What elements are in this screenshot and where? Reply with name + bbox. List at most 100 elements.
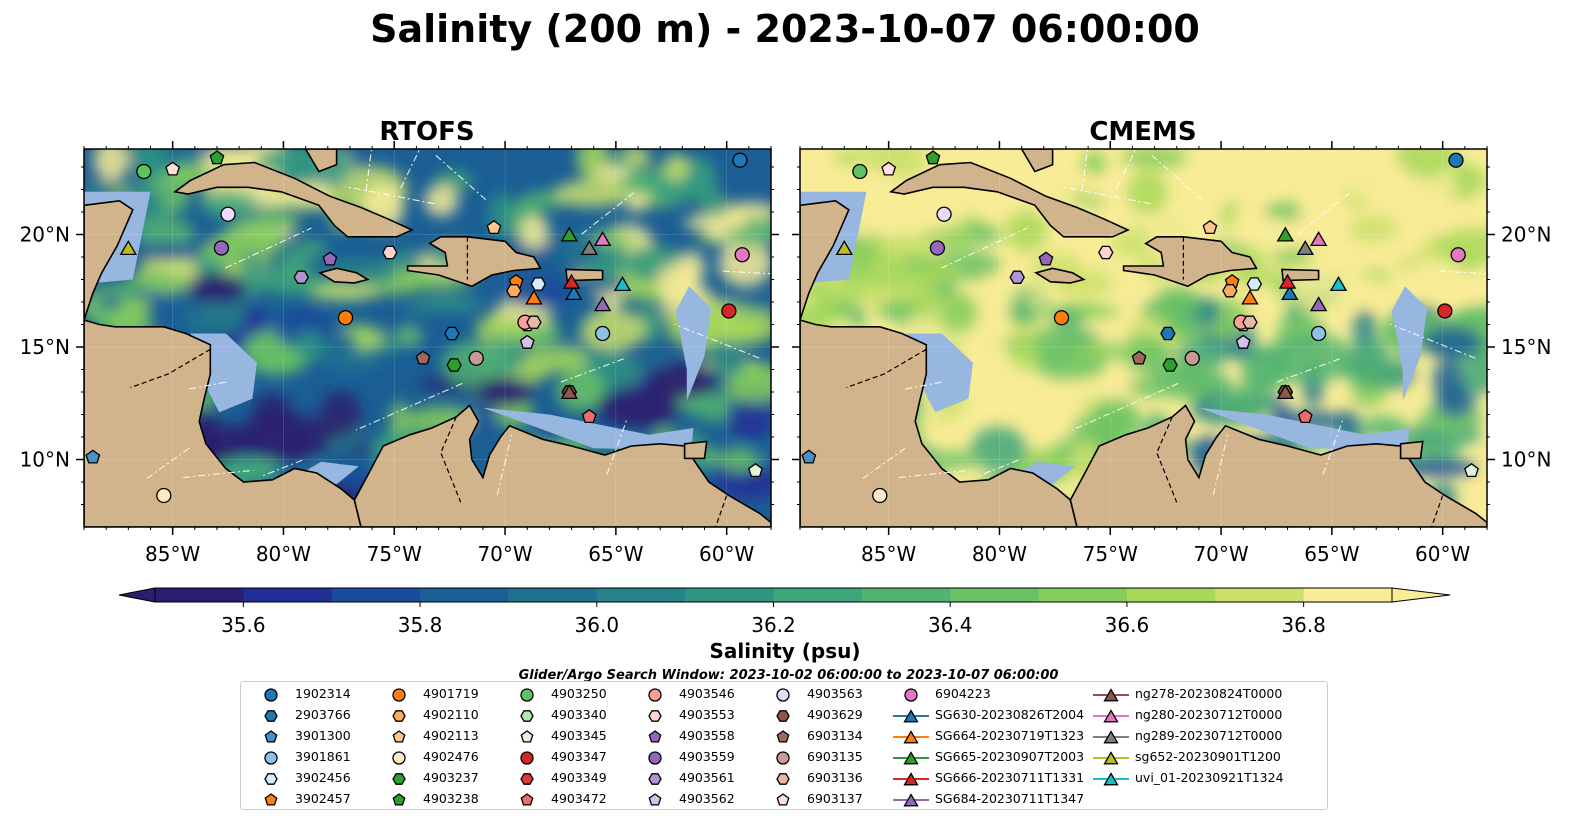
obs-6903134 <box>415 350 431 365</box>
legend-label: 3901300 <box>295 728 351 743</box>
figure-title: Salinity (200 m) - 2023-10-07 06:00:00 <box>370 7 1200 51</box>
map-frame <box>83 148 772 528</box>
land-jamaica <box>318 267 370 284</box>
colorbar-bin <box>420 588 510 602</box>
colorbar-tick-label: 35.6 <box>221 613 266 637</box>
hexagon-marker <box>648 773 662 785</box>
legend-label: uvi_01-20230921T1324 <box>1135 770 1284 785</box>
land-southAmerica <box>353 404 771 527</box>
colorbar-bin <box>861 588 951 602</box>
obs-SG664-20230719T1323 <box>1241 289 1259 305</box>
land-jamaica <box>1034 267 1086 284</box>
legend-label: 2903766 <box>295 707 351 722</box>
circle-marker <box>776 751 790 765</box>
hexagon-marker <box>264 773 278 785</box>
obs-3901861 <box>1310 325 1327 342</box>
colorbar-tick-label: 35.8 <box>398 613 443 637</box>
obs-1902314 <box>732 152 748 168</box>
obs-4902476 <box>156 487 172 504</box>
obs-4903250 <box>852 163 868 180</box>
colorbar-tick-label: 36.4 <box>928 613 973 637</box>
legend-label: 6904223 <box>935 686 991 701</box>
obs-4903563 <box>936 206 952 222</box>
land-cuba <box>172 161 414 238</box>
lat-tick-label: 20°N <box>20 223 70 247</box>
pentagon-marker <box>264 730 278 743</box>
pentagon-marker <box>392 730 406 743</box>
land-bahamas <box>304 149 338 173</box>
colorbar-extend-low <box>118 587 156 603</box>
obs-4903559 <box>929 240 946 256</box>
lon-tick-label: 80°W <box>972 542 1027 566</box>
colorbar-bin <box>243 588 333 602</box>
colorbar-tick-label: 36.2 <box>751 613 796 637</box>
obs-SG664-20230719T1323 <box>525 289 543 305</box>
legend-label: 4903559 <box>679 749 735 764</box>
obs-2903766 <box>444 326 460 341</box>
legend-label: 4901719 <box>423 686 479 701</box>
obs-4903558 <box>1038 251 1054 266</box>
lon-tick-label: 70°W <box>477 542 532 566</box>
obs-4903472 <box>581 408 597 424</box>
legend-label: 4903558 <box>679 728 735 743</box>
legend-label: 4903546 <box>679 686 735 701</box>
obs-4903562 <box>519 334 535 349</box>
obs-4903561 <box>1009 270 1025 284</box>
colorbar-bin <box>1038 588 1128 602</box>
lat-tick-label: 15°N <box>1501 335 1551 359</box>
obs-4903237 <box>446 358 462 372</box>
legend-label: 4903629 <box>807 707 863 722</box>
obs-SG666-20230711T1331 <box>562 273 581 289</box>
legend-label: 4902113 <box>423 728 479 743</box>
obs-4903553 <box>1098 245 1114 260</box>
obs-4903347 <box>1437 303 1453 319</box>
lon-tick-label: 80°W <box>256 542 311 566</box>
obs-ng289-20230712T0000 <box>1296 240 1315 256</box>
colorbar: 35.6 35.8 36.0 36.2 36.4 36.6 36.8 <box>118 587 1451 637</box>
circle-marker <box>904 688 918 702</box>
obs-4903238 <box>209 150 225 165</box>
legend-label: SG665-20230907T2003 <box>935 749 1085 764</box>
triangle-marker <box>903 751 919 765</box>
obs-4903347 <box>721 303 737 319</box>
land-puertoRico <box>565 268 604 282</box>
hexagon-marker <box>392 710 406 722</box>
obs-uvi_01-20230921T1324 <box>613 276 632 292</box>
lon-tick-label: 75°W <box>367 542 422 566</box>
land-trinidad <box>1399 440 1424 460</box>
obs-ng278-20230824T0000 <box>1276 383 1295 400</box>
obs-SG630-20230826T2004 <box>1281 284 1299 301</box>
colorbar-bin <box>1126 588 1216 602</box>
legend-label: 3902456 <box>295 770 351 785</box>
lat-tick-label: 10°N <box>20 448 70 472</box>
obs-SG665-20230907T2003 <box>1276 226 1295 242</box>
triangle-marker <box>903 730 919 744</box>
obs-4903562 <box>1235 334 1251 349</box>
triangle-marker <box>1103 751 1119 765</box>
obs-1902314 <box>1448 152 1464 168</box>
hexagon-marker <box>392 773 406 785</box>
obs-SG684-20230711T1347 <box>1309 296 1328 312</box>
circle-marker <box>264 688 278 702</box>
triangle-marker <box>1103 709 1119 723</box>
legend-label: 6903137 <box>807 791 863 806</box>
obs-sg652-20230901T1200 <box>119 240 138 256</box>
obs-4903238 <box>925 150 941 165</box>
obs-6903137 <box>165 161 181 176</box>
pentagon-marker <box>776 793 790 806</box>
legend-label: SG630-20230826T2004 <box>935 707 1085 722</box>
obs-6903134 <box>1131 350 1147 365</box>
obs-6903136 <box>526 315 542 329</box>
legend-label: 4903345 <box>551 728 607 743</box>
circle-marker <box>648 688 662 702</box>
obs-3901300 <box>85 449 101 464</box>
colorbar-tick-label: 36.8 <box>1281 613 1326 637</box>
legend-label: SG664-20230719T1323 <box>935 728 1085 743</box>
obs-4902476 <box>872 487 888 504</box>
pentagon-marker <box>648 793 662 806</box>
lon-tick-label: 60°W <box>1415 542 1470 566</box>
obs-4903345 <box>748 462 763 478</box>
map-panel-cmems <box>800 149 1487 527</box>
obs-uvi_01-20230921T1324 <box>1329 276 1348 292</box>
